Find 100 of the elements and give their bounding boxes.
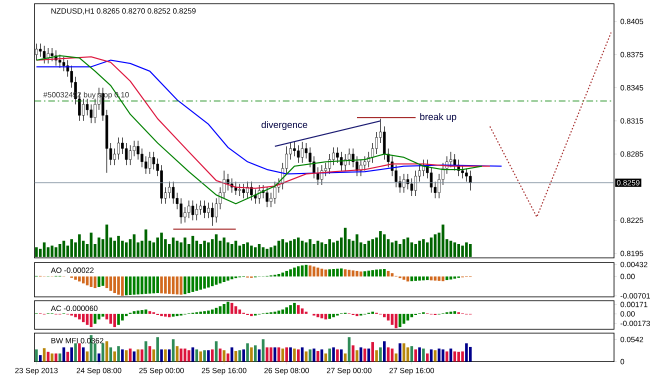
bar — [117, 236, 120, 258]
bar — [70, 348, 73, 362]
bar — [35, 350, 38, 362]
bar — [344, 228, 347, 258]
bar — [422, 276, 425, 281]
bar — [308, 350, 312, 362]
bar — [218, 276, 222, 284]
candlestick — [50, 48, 54, 62]
bar — [246, 343, 249, 362]
candlestick — [340, 152, 343, 172]
bar — [449, 312, 452, 314]
bar — [285, 271, 288, 277]
bar — [379, 231, 382, 258]
candlestick — [58, 54, 62, 68]
bar — [144, 276, 148, 294]
bar — [356, 271, 358, 277]
bar — [293, 239, 296, 258]
bar — [426, 354, 429, 362]
bar — [258, 244, 261, 258]
bar — [285, 242, 288, 258]
bar — [406, 276, 410, 282]
annotation: divergence — [262, 121, 308, 130]
bar — [98, 354, 100, 362]
bar — [402, 314, 406, 324]
bar — [230, 348, 234, 362]
bar — [418, 276, 421, 281]
bar — [465, 242, 468, 258]
bar — [94, 314, 96, 324]
candlestick — [382, 126, 386, 160]
bar — [98, 276, 100, 288]
candlestick — [258, 184, 261, 204]
candlestick — [62, 56, 66, 72]
bar — [74, 343, 77, 362]
bar — [102, 314, 104, 317]
bar — [78, 343, 81, 362]
bar — [102, 276, 104, 286]
bar — [320, 350, 324, 362]
bar — [414, 276, 417, 282]
bar — [203, 276, 206, 289]
bar — [293, 348, 296, 362]
bar — [390, 273, 394, 277]
bar — [285, 307, 288, 314]
bar — [254, 247, 257, 258]
bar — [430, 238, 433, 258]
candlestick — [274, 182, 276, 204]
bar — [168, 350, 171, 362]
bar — [277, 274, 280, 277]
candlestick — [461, 164, 464, 179]
bar — [461, 246, 464, 258]
bar — [442, 276, 444, 282]
bar — [113, 352, 116, 362]
bar — [38, 355, 42, 362]
candlestick — [90, 104, 93, 124]
bar — [296, 238, 300, 258]
bar — [35, 247, 38, 258]
bar — [312, 348, 316, 362]
bar — [70, 239, 73, 258]
bar — [188, 276, 190, 294]
bar — [98, 314, 100, 320]
candlestick — [188, 200, 190, 219]
bar — [449, 276, 452, 280]
bar — [176, 346, 179, 362]
bar — [50, 246, 54, 258]
bar — [277, 310, 280, 314]
bar — [199, 276, 202, 290]
bar — [390, 242, 394, 258]
bar — [367, 348, 370, 362]
bar — [316, 351, 320, 362]
bar — [390, 348, 394, 362]
candlestick — [328, 154, 331, 174]
bar — [371, 312, 374, 314]
bar — [62, 240, 66, 258]
bar — [379, 348, 382, 362]
bar — [258, 350, 261, 362]
bar — [124, 276, 128, 296]
bar — [238, 350, 242, 362]
bar — [300, 266, 304, 277]
bar — [199, 312, 202, 314]
candlestick — [356, 156, 358, 177]
bar — [266, 348, 268, 362]
bar — [105, 276, 108, 288]
bar — [398, 314, 402, 328]
bar — [363, 348, 366, 362]
bar — [109, 314, 112, 324]
bar — [289, 348, 292, 362]
bar — [78, 234, 81, 258]
candlestick — [168, 182, 171, 199]
bar — [316, 240, 320, 258]
bar — [203, 350, 206, 362]
bar — [270, 348, 272, 362]
bar — [214, 276, 218, 285]
bar — [285, 348, 288, 362]
bar — [340, 350, 343, 362]
bar — [296, 350, 300, 362]
bar — [386, 348, 390, 362]
bar — [128, 276, 132, 296]
bar — [332, 269, 335, 277]
bar — [332, 314, 335, 318]
bar — [42, 242, 46, 258]
bar — [94, 276, 96, 288]
